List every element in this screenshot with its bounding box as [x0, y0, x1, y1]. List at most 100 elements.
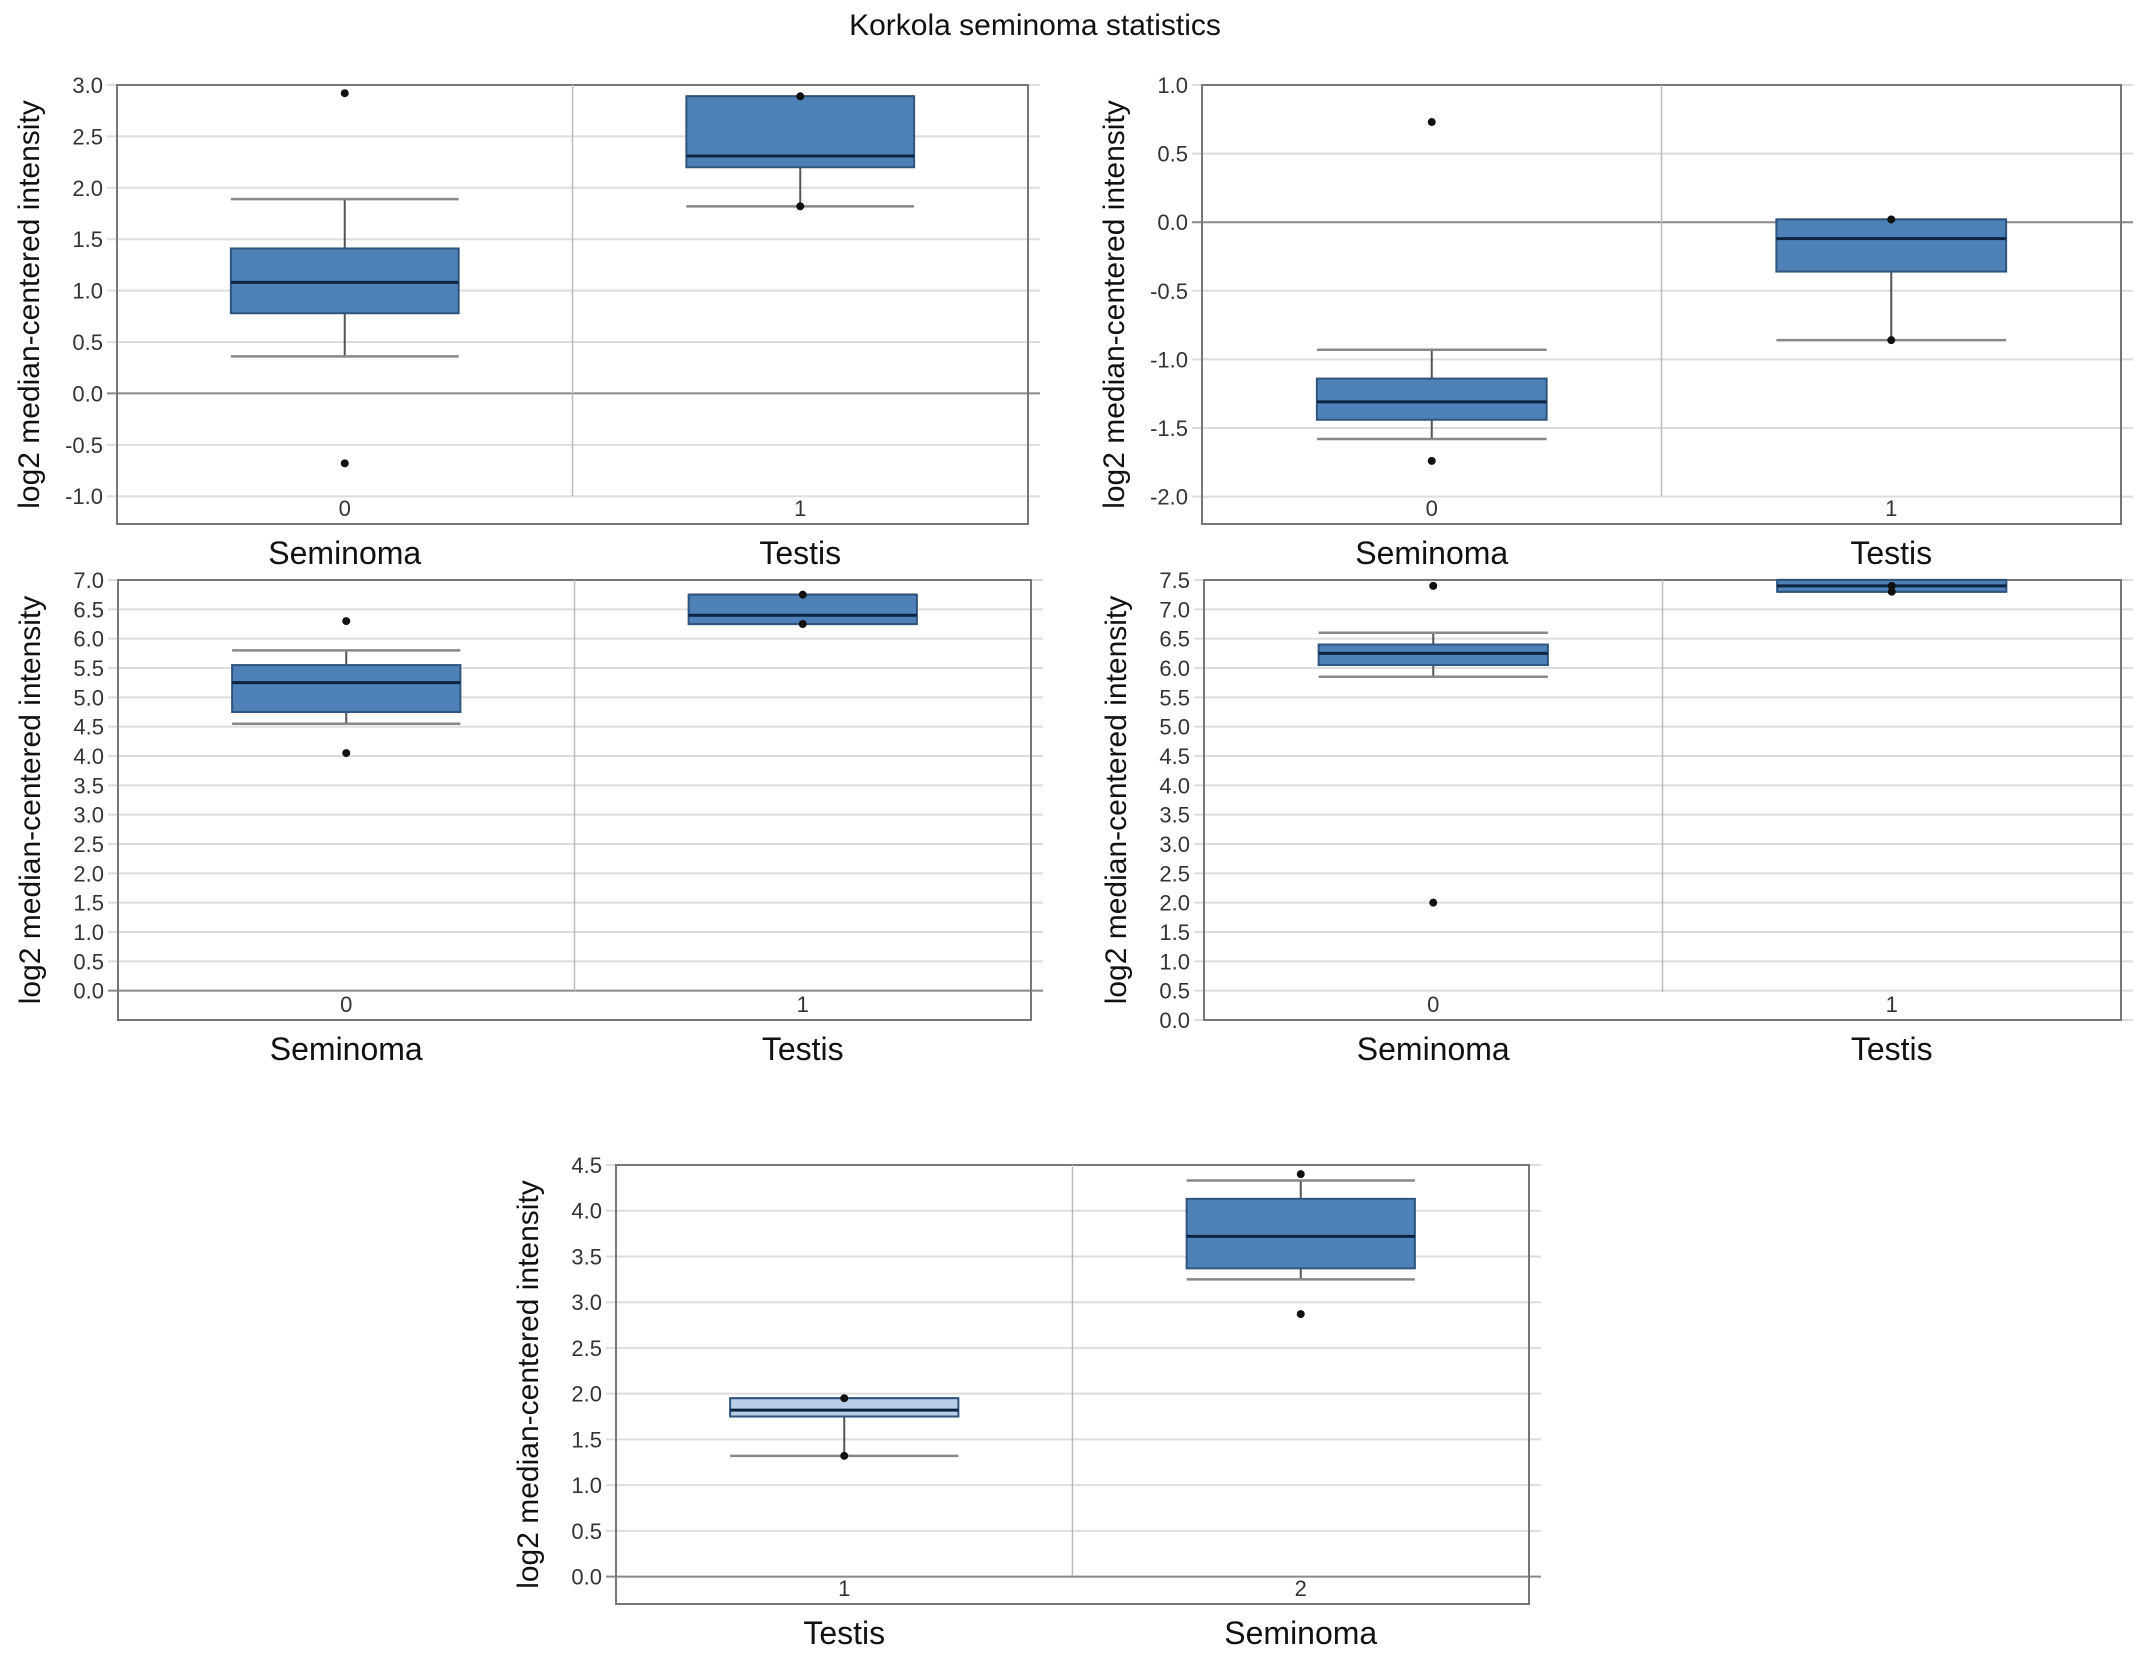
group-name-label: Testis: [1850, 535, 1932, 571]
data-point: [796, 92, 805, 101]
boxplot-panel-5: 4.5 4.0 3.5 3.0 2.5 2.0 1.5 1.0 0.5 0.0 log2 media…: [512, 1153, 1541, 1651]
y-tick-label: 4.5: [571, 1153, 602, 1178]
y-tick-label: 3.0: [571, 1290, 602, 1315]
y-tick-label: 0.0: [1157, 210, 1188, 235]
boxplot-panel-4: 7.5 7.0 6.5 6.0 5.5 5.0 4.5 4.0 3.5 3.0 2.5 2.0 1.5 1…: [1100, 568, 2133, 1067]
group-code-label: 1: [838, 1576, 850, 1601]
y-tick-label: 1.5: [571, 1427, 602, 1452]
y-tick-label: 2.5: [571, 1336, 602, 1361]
data-point: [1887, 336, 1896, 345]
y-tick-label: 4.0: [571, 1199, 602, 1224]
y-tick-label: 7.0: [73, 568, 104, 593]
group-name-label: Testis: [1851, 1031, 1933, 1067]
box-iqr: [1775, 218, 2008, 273]
y-tick-label: 2.5: [73, 832, 104, 857]
y-tick-label: 5.5: [73, 656, 104, 681]
data-point: [340, 89, 349, 98]
y-tick-label: 3.0: [1159, 832, 1190, 857]
data-point: [342, 617, 351, 626]
y-tick-label: 1.5: [72, 227, 103, 252]
y-tick-label: 4.5: [1159, 744, 1190, 769]
group-code-label: 1: [1886, 992, 1898, 1017]
data-point: [342, 749, 351, 758]
box-iqr: [1315, 377, 1548, 421]
y-tick-label: 0.0: [1159, 1008, 1190, 1033]
y-tick-label: 2.0: [571, 1382, 602, 1407]
y-tick-label: 0.5: [73, 949, 104, 974]
y-tick-label: 2.0: [1159, 891, 1190, 916]
data-point: [340, 459, 349, 468]
y-tick-label: -1.5: [1150, 416, 1188, 441]
y-tick-label: 4.0: [1159, 773, 1190, 798]
y-tick-label: 6.0: [1159, 656, 1190, 681]
y-tick-label: 3.0: [73, 803, 104, 828]
boxplot-panel-2: 1.0 0.5 0.0 -0.5 -1.0 -1.5 -2.0 log2 median-cen…: [1098, 73, 2133, 571]
y-tick-label: -0.5: [65, 433, 103, 458]
figure-title: Korkola seminoma statistics: [849, 9, 1221, 42]
group-name-label: Seminoma: [270, 1031, 423, 1067]
group-code-label: 0: [1427, 992, 1439, 1017]
data-point: [1887, 587, 1896, 596]
box-iqr: [229, 247, 460, 315]
y-tick-label: 1.0: [1159, 949, 1190, 974]
group-name-label: Seminoma: [1355, 535, 1508, 571]
y-tick-label: -2.0: [1150, 485, 1188, 510]
y-tick-label: 2.0: [72, 176, 103, 201]
group-code-label: 2: [1295, 1576, 1307, 1601]
data-point: [798, 590, 807, 599]
group-name-label: Seminoma: [1224, 1615, 1377, 1651]
y-axis-label: log2 median-centered intensity: [1098, 100, 1131, 509]
group-code-label: 0: [340, 992, 352, 1017]
data-point: [796, 202, 805, 211]
group-name-label: Testis: [803, 1615, 885, 1651]
y-tick-label: 0.0: [73, 979, 104, 1004]
group-name-label: Testis: [762, 1031, 844, 1067]
y-tick-label: 0.5: [1157, 142, 1188, 167]
data-point: [1296, 1310, 1305, 1319]
y-tick-label: 7.0: [1159, 597, 1190, 622]
y-tick-label: 2.0: [73, 861, 104, 886]
data-point: [1296, 1170, 1305, 1179]
y-axis-label: log2 median-centered intensity: [1100, 596, 1133, 1005]
y-tick-label: 4.5: [73, 715, 104, 740]
data-point: [840, 1394, 849, 1403]
y-axis-label: log2 median-centered intensity: [13, 100, 46, 509]
y-tick-label: 0.0: [571, 1565, 602, 1590]
y-tick-label: 1.0: [1157, 73, 1188, 98]
y-tick-label: 4.0: [73, 744, 104, 769]
group-name-label: Testis: [759, 535, 841, 571]
group-name-label: Seminoma: [268, 535, 421, 571]
y-tick-label: 0.5: [571, 1519, 602, 1544]
data-point: [798, 620, 807, 628]
data-point: [1429, 581, 1438, 590]
y-tick-label: 0.5: [72, 330, 103, 355]
y-tick-label: 3.0: [72, 73, 103, 98]
box-iqr: [231, 664, 462, 713]
y-tick-label: 6.5: [73, 597, 104, 622]
boxplot-panel-1: 3.0 2.5 2.0 1.5 1.0 0.5 0.0 -0.5 -1.0 log2 median…: [13, 73, 1040, 571]
boxplot-panel-3: 7.0 6.5 6.0 5.5 5.0 4.5 4.0 3.5 3.0 2.5 2.0 1.5 1.0 0…: [14, 568, 1043, 1067]
y-tick-label: 5.5: [1159, 685, 1190, 710]
y-tick-label: 1.0: [72, 279, 103, 304]
data-point: [1887, 215, 1896, 224]
y-tick-label: 0.0: [72, 381, 103, 406]
y-tick-label: 5.0: [73, 685, 104, 710]
y-tick-label: -1.0: [65, 484, 103, 509]
y-tick-label: 7.5: [1159, 568, 1190, 593]
y-tick-label: 0.5: [1159, 979, 1190, 1004]
y-tick-label: -1.0: [1150, 347, 1188, 372]
y-tick-label: 5.0: [1159, 715, 1190, 740]
y-tick-label: 1.5: [73, 891, 104, 916]
y-tick-label: 2.5: [1159, 861, 1190, 886]
y-tick-label: 3.5: [73, 773, 104, 798]
y-tick-label: 3.5: [1159, 803, 1190, 828]
data-point: [1887, 581, 1896, 590]
group-name-label: Seminoma: [1357, 1031, 1510, 1067]
y-tick-label: 3.5: [571, 1244, 602, 1269]
data-point: [1429, 898, 1438, 907]
y-tick-label: 1.5: [1159, 920, 1190, 945]
group-code-label: 0: [339, 496, 351, 521]
data-point: [840, 1451, 849, 1460]
data-point: [1427, 456, 1436, 465]
